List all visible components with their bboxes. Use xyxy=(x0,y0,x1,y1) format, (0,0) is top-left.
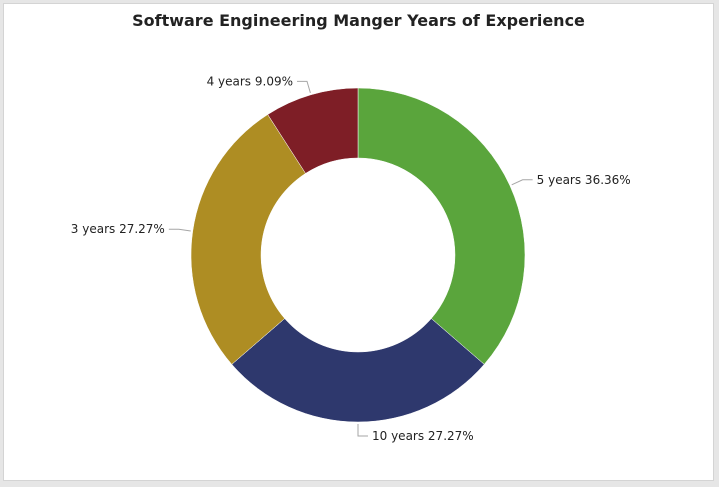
labels-group: 5 years 36.36% 10 years 27.27% 3 years 27.… xyxy=(71,74,631,443)
leader-line-5-years xyxy=(511,179,533,186)
leader-line-10-years xyxy=(357,424,368,437)
data-label-10-years: 10 years 27.27% xyxy=(372,429,474,443)
chart-frame: Software Engineering Manger Years of Exp… xyxy=(3,3,714,481)
slice-10-years[interactable] xyxy=(231,318,485,423)
leader-line-3-years xyxy=(168,228,191,232)
data-label-3-years: 3 years 27.27% xyxy=(71,222,165,236)
chart-title: Software Engineering Manger Years of Exp… xyxy=(132,11,585,30)
slice-5-years[interactable] xyxy=(357,87,526,365)
data-label-5-years: 5 years 36.36% xyxy=(537,173,631,187)
slices-group xyxy=(190,87,526,423)
leader-line-4-years xyxy=(297,80,311,93)
slice-3-years[interactable] xyxy=(190,114,306,365)
data-label-4-years: 4 years 9.09% xyxy=(207,74,293,88)
donut-chart: 5 years 36.36% 10 years 27.27% 3 years 27.… xyxy=(71,74,631,443)
slice-4-years[interactable] xyxy=(267,87,359,174)
